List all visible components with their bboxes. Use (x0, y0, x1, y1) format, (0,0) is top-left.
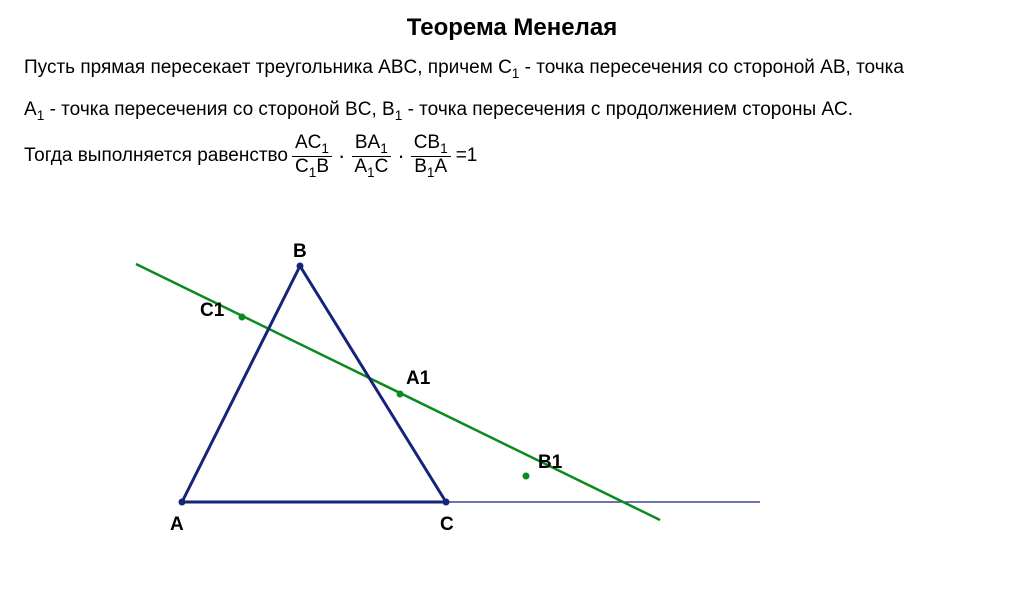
subscript: 1 (440, 140, 448, 155)
equation-lead: Тогда выполняется равенство (24, 145, 288, 167)
num-text: AC (295, 132, 321, 153)
fraction-2: BA1 A1C (351, 133, 391, 180)
dot-separator: · (397, 145, 404, 167)
den-text: C (375, 156, 389, 177)
point-label-B: B (293, 241, 307, 263)
dot-separator: · (338, 145, 345, 167)
diagram-svg (0, 244, 1024, 584)
subscript: 1 (321, 140, 329, 155)
page-title: Теорема Менелая (0, 14, 1024, 42)
den-text: B (316, 156, 329, 177)
text-span: - точка пересечения со стороной AB, точк… (519, 57, 904, 78)
fraction-1: AC1 C1B (292, 133, 332, 180)
text-span: Пусть прямая пересекает треугольника ABC… (24, 57, 512, 78)
point-label-A: A (170, 514, 184, 536)
point-label-B1: B1 (538, 452, 562, 474)
theorem-line-1: Пусть прямая пересекает треугольника ABC… (24, 54, 1000, 84)
fraction-3: CB1 B1A (411, 133, 451, 180)
equation-row: Тогда выполняется равенство AC1 C1B · BA… (24, 133, 1000, 180)
subscript: 1 (427, 165, 435, 180)
num-text: BA (355, 132, 380, 153)
den-text: A (435, 156, 448, 177)
subscript: 1 (367, 165, 375, 180)
text-span: - точка пересечения с продолжением сторо… (402, 99, 853, 120)
text-span: - точка пересечения со стороной BC, B (44, 99, 394, 120)
text-span: A (24, 99, 37, 120)
point-label-A1: A1 (406, 368, 430, 390)
theorem-line-2: A1 - точка пересечения со стороной BC, B… (24, 96, 1000, 126)
den-text: C (295, 156, 309, 177)
num-text: CB (414, 132, 440, 153)
point-label-C: C (440, 514, 454, 536)
point-label-C1: C1 (200, 300, 224, 322)
geometry-diagram: A B C C1 A1 B1 (0, 244, 1024, 584)
den-text: B (414, 156, 427, 177)
den-text: A (354, 156, 367, 177)
equation-tail: =1 (456, 145, 478, 167)
subscript: 1 (380, 140, 388, 155)
